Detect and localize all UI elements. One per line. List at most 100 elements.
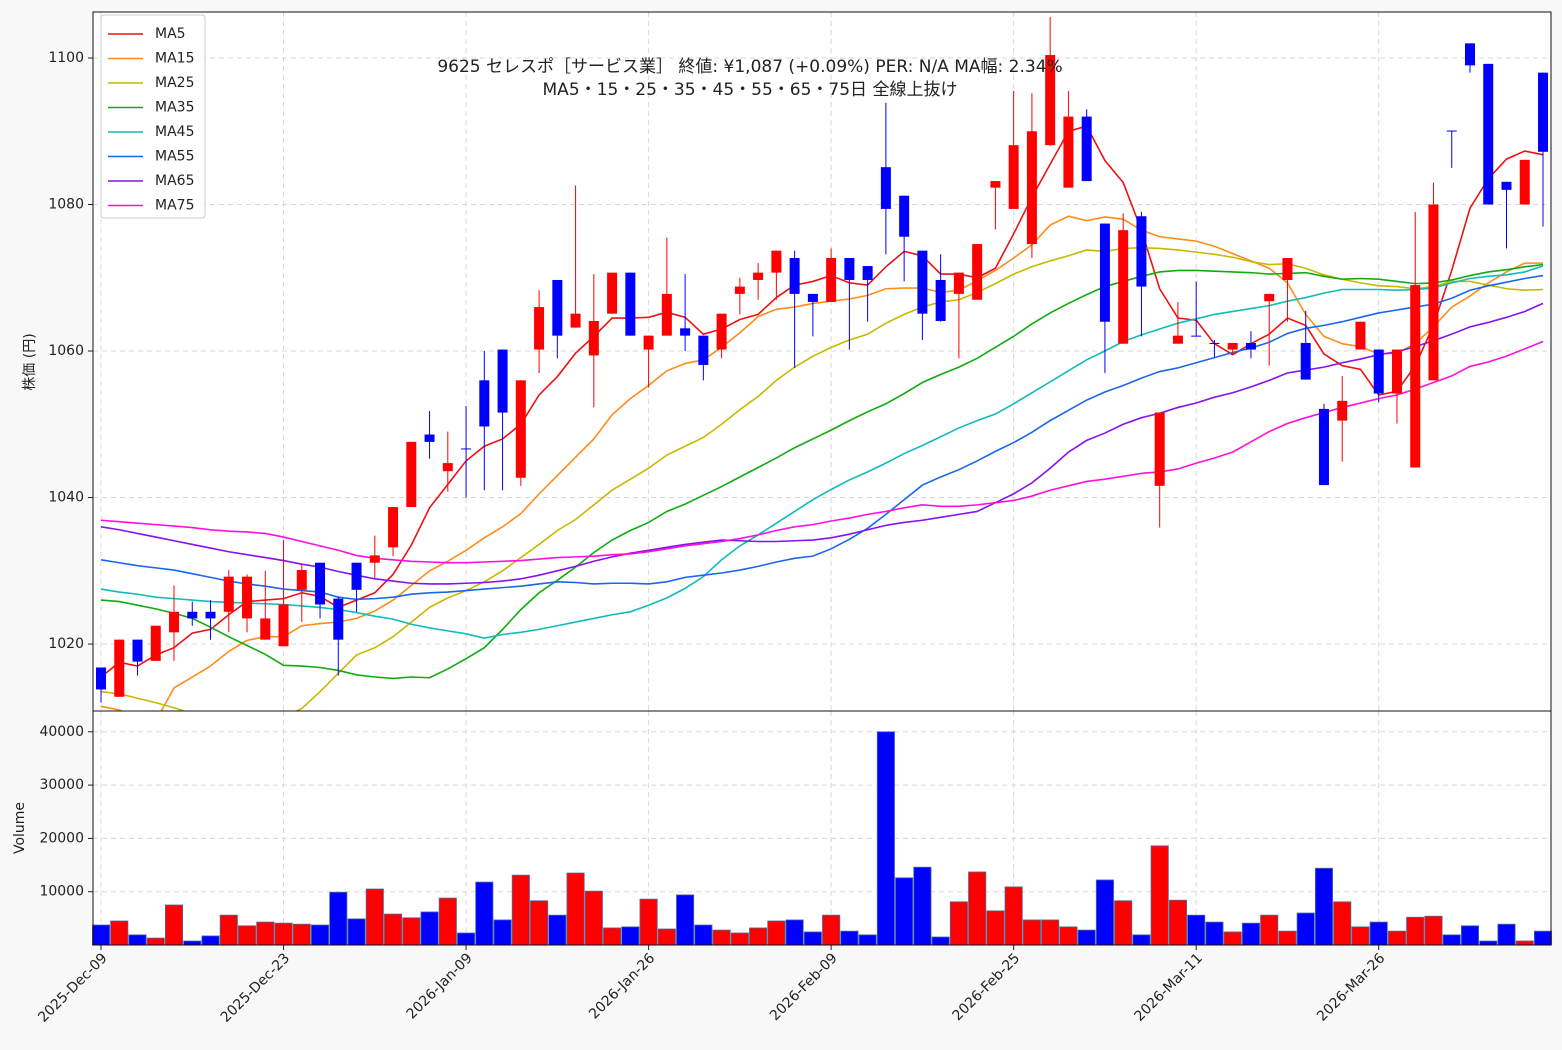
volume-bar — [639, 898, 658, 946]
volume-bar — [621, 926, 640, 946]
volume-bar — [384, 913, 403, 946]
volume-bar — [164, 904, 184, 946]
candle-body — [935, 279, 946, 321]
y-tick-label: 1060 — [48, 343, 84, 359]
volume-bar — [201, 935, 220, 946]
volume-bar — [1460, 925, 1480, 946]
volume-bar — [1132, 934, 1151, 946]
candle-body — [114, 639, 125, 697]
candle-body — [242, 576, 253, 619]
volume-bar — [603, 927, 622, 946]
candle-body — [1300, 342, 1311, 380]
candle-body — [1282, 257, 1293, 280]
candle-body — [1191, 335, 1202, 337]
candle-body — [953, 272, 964, 294]
volume-bar — [1059, 926, 1078, 946]
candle-body — [497, 349, 508, 413]
volume-bar — [475, 881, 494, 946]
candle-body — [716, 313, 727, 350]
candle-body — [534, 307, 545, 350]
volume-bar — [1515, 940, 1534, 946]
y-tick-label: 1020 — [48, 636, 84, 652]
candle-body — [917, 250, 928, 314]
candle-body — [826, 257, 837, 302]
candle-body — [1355, 321, 1366, 350]
volume-bar — [785, 919, 804, 946]
y-axis-label: Volume — [12, 802, 28, 854]
volume-bar — [1187, 914, 1206, 946]
candle-body — [169, 611, 180, 633]
candle-body — [278, 604, 289, 647]
volume-bar — [219, 914, 238, 946]
candle-body — [1227, 342, 1238, 350]
candle-body — [607, 272, 618, 314]
candle-body — [461, 448, 472, 450]
y-tick-label: 40000 — [39, 724, 84, 740]
volume-bar — [584, 890, 603, 946]
candle-body — [96, 667, 106, 690]
candle-body — [1538, 72, 1548, 152]
candle-body — [680, 328, 691, 336]
candle-body — [515, 380, 526, 478]
volume-frame — [92, 710, 1552, 946]
legend-label: MA55 — [155, 149, 194, 165]
candle-body — [1483, 63, 1494, 205]
candle-body — [223, 576, 234, 612]
y-tick-label: 30000 — [39, 777, 84, 793]
ma-line — [100, 263, 1544, 680]
volume-bar — [822, 914, 841, 946]
candle-body — [570, 313, 581, 328]
chart-title: 9625 セレスポ［サービス業］ 終値: ¥1,087 (+0.09%) PER… — [437, 57, 1062, 77]
volume-bar — [493, 919, 512, 946]
volume-bar — [183, 940, 202, 946]
volume-bar — [1260, 914, 1279, 946]
volume-bar — [1497, 923, 1516, 946]
volume-bar — [1150, 845, 1169, 946]
candle-body — [1063, 116, 1074, 188]
candle-body — [132, 639, 143, 662]
volume-bar — [895, 877, 914, 946]
candle-body — [315, 562, 326, 605]
candle-body — [1373, 349, 1384, 394]
candle-body — [625, 272, 636, 336]
volume-bar — [1533, 930, 1553, 946]
candle-body — [899, 195, 910, 237]
volume-bar — [146, 937, 165, 946]
volume-bar — [511, 874, 530, 946]
volume-bar — [292, 923, 311, 946]
volume-bar — [712, 929, 731, 946]
legend-label: MA25 — [155, 75, 194, 91]
candle-body — [260, 618, 271, 640]
volume-bar — [548, 914, 567, 946]
candle-body — [771, 250, 782, 273]
candle-body — [1410, 285, 1421, 468]
volume-bar — [1041, 919, 1060, 946]
y-tick-label: 1100 — [48, 50, 84, 66]
volume-bar — [749, 927, 768, 946]
volume-bar — [676, 894, 695, 946]
candle-body — [1501, 181, 1512, 190]
volume-bar — [986, 910, 1005, 946]
candle-body — [734, 286, 745, 294]
candle-body — [150, 625, 161, 661]
candle-body — [661, 293, 672, 336]
legend: MA5 MA15 MA25 MA35 MA45 MA55 MA65 MA75 — [100, 14, 206, 219]
ma-line — [100, 246, 1544, 711]
volume-bar — [110, 920, 129, 946]
volume-bar — [1369, 921, 1388, 946]
candle-body — [1118, 230, 1129, 344]
volume-bar — [1387, 930, 1407, 946]
candle-body — [789, 257, 800, 294]
volume-bar — [803, 931, 822, 946]
candle-body — [698, 335, 709, 365]
volume-bar — [1223, 931, 1242, 946]
candle-body — [1337, 400, 1348, 421]
candle-body — [369, 555, 380, 563]
candle-body — [552, 279, 563, 336]
volume-bar — [968, 871, 987, 946]
mark-layer — [91, 16, 1553, 946]
volume-bar — [128, 934, 147, 946]
volume-bar — [840, 930, 859, 946]
volume-bar — [1077, 929, 1096, 946]
